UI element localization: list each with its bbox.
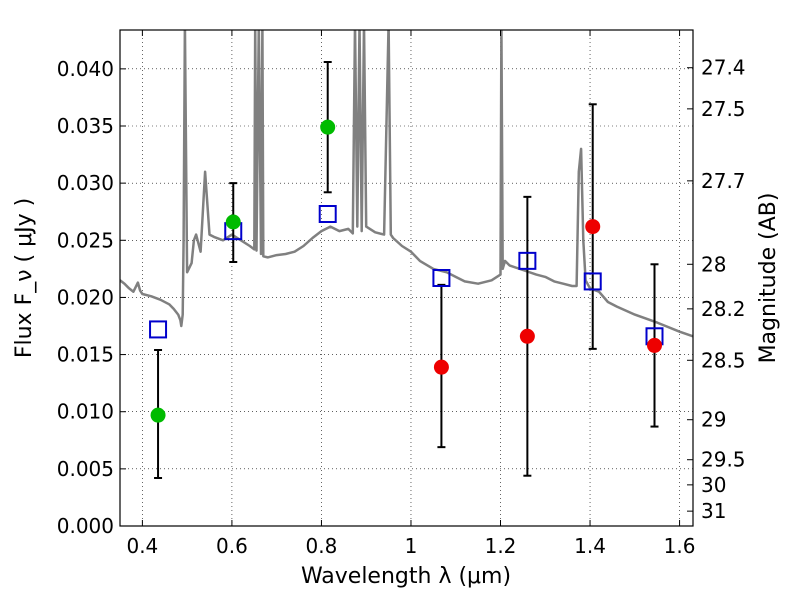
right-tick-label: 29 [701, 408, 726, 432]
y-tick-label: 0.030 [57, 171, 114, 195]
x-tick-label: 0.4 [126, 534, 158, 558]
red-detection-point [519, 328, 535, 344]
right-tick-label: 27.5 [701, 97, 746, 121]
right-tick-label: 29.5 [701, 448, 746, 472]
y-tick-label: 0.035 [57, 114, 114, 138]
sed-model-line [120, 30, 693, 338]
y-axis-label: Flux F_ν ( μJy ) [12, 198, 37, 358]
plot-frame [119, 29, 694, 527]
model-photometry-square [432, 269, 451, 287]
x-tick-label: 0.8 [306, 534, 338, 558]
x-tick-label: 0.6 [216, 534, 248, 558]
right-tick-label: 30 [701, 473, 726, 497]
green-detection-point [150, 407, 166, 423]
x-tick-label: 1.2 [485, 534, 517, 558]
red-detection-point [647, 337, 663, 353]
y-tick-label: 0.015 [57, 343, 114, 367]
model-photometry-square [518, 251, 537, 270]
x-tick-label: 1 [405, 534, 418, 558]
right-tick-label: 27.4 [701, 56, 746, 80]
right-tick-label: 27.7 [701, 169, 746, 193]
right-tick-label: 31 [701, 499, 726, 523]
right-tick-label: 28 [701, 252, 726, 276]
green-detection-point [320, 119, 336, 135]
y-tick-label: 0.000 [57, 514, 114, 538]
y-tick-label: 0.040 [57, 57, 114, 81]
points-layer [149, 61, 664, 479]
red-detection-point [433, 359, 449, 375]
red-detection-point [585, 219, 601, 235]
green-detection-point [225, 214, 241, 230]
x-tick-label: 1.4 [574, 534, 606, 558]
right-axis-label: Magnitude (AB) [756, 193, 781, 364]
right-tick-label: 28.5 [701, 348, 746, 372]
x-axis-ticks: 0.4 0.6 0.8 1 1.2 1.4 1.6 [126, 30, 695, 558]
x-tick-label: 1.6 [664, 534, 696, 558]
y-axis-ticks: 0.000 0.005 0.010 0.015 0.020 0.025 0.030 0.035… [57, 57, 126, 538]
y-tick-label: 0.020 [57, 285, 114, 309]
model-photometry-square [318, 205, 337, 223]
grid [120, 30, 693, 527]
x-axis-label: Wavelength λ (μm) [301, 564, 511, 589]
model-photometry-square [583, 272, 602, 291]
y-tick-label: 0.005 [57, 457, 114, 481]
y-tick-label: 0.025 [57, 228, 114, 252]
model-photometry-square [149, 320, 168, 339]
series-layer [120, 30, 693, 338]
y-tick-label: 0.010 [57, 400, 114, 424]
plot-background [120, 30, 693, 526]
right-tick-label: 28.2 [701, 297, 746, 321]
